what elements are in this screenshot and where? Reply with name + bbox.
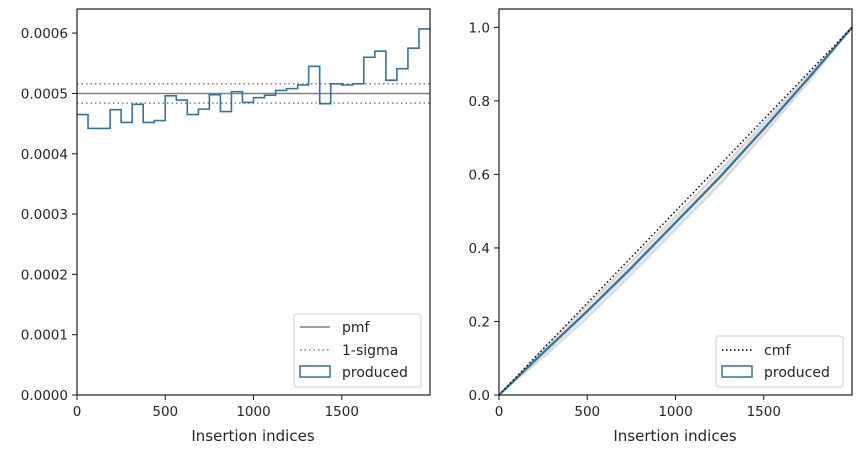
cmf-x-axis-label: Insertion indices bbox=[613, 427, 736, 445]
cmf-y-tick-label: 1.0 bbox=[469, 20, 490, 36]
faint-run-line bbox=[498, 27, 853, 396]
cmf-legend-produced-label: produced bbox=[764, 365, 830, 381]
cmf-legend-cmf-label: cmf bbox=[764, 343, 791, 359]
pmf-y-tick-label: 0.0006 bbox=[21, 26, 68, 42]
cmf-y-tick-label: 0.6 bbox=[469, 167, 490, 183]
pmf-y-tick-label: 0.0001 bbox=[21, 328, 68, 344]
pmf-histogram-panel: 0 500 1000 1500 0.0000 0.0001 0.0002 0.0003 0.00… bbox=[21, 8, 431, 445]
pmf-x-tick-label: 500 bbox=[152, 404, 178, 420]
pmf-y-tick-label: 0.0005 bbox=[21, 86, 68, 102]
pmf-legend-sigma-label: 1-sigma bbox=[342, 343, 398, 359]
cmf-y-tick-label: 0.2 bbox=[469, 314, 490, 330]
pmf-plot-marks bbox=[77, 28, 430, 130]
faint-run-line bbox=[498, 27, 853, 396]
faint-run-line bbox=[498, 27, 853, 396]
cmf-panel: 0 500 1000 1500 0.0 0.2 0.4 0.6 0.8 1.0 Insertion… bbox=[469, 8, 853, 445]
pmf-y-tick-label: 0.0003 bbox=[21, 207, 68, 223]
pmf-y-tick-label: 0.0000 bbox=[21, 388, 68, 404]
pmf-legend-pmf-label: pmf bbox=[342, 320, 371, 336]
produced-cumulative-line bbox=[498, 26, 853, 396]
pmf-x-tick-label: 0 bbox=[73, 404, 82, 420]
cmf-ticks: 0 500 1000 1500 0.0 0.2 0.4 0.6 0.8 1.0 bbox=[469, 20, 781, 420]
cmf-y-tick-label: 0.0 bbox=[469, 388, 490, 404]
cmf-x-tick-label: 0 bbox=[495, 404, 504, 420]
pmf-legend: pmf 1-sigma produced bbox=[293, 313, 422, 388]
pmf-legend-produced-label: produced bbox=[342, 365, 408, 381]
pmf-y-tick-label: 0.0004 bbox=[21, 147, 68, 163]
pmf-ticks: 0 500 1000 1500 0.0000 0.0001 0.0002 0.0003 0.00… bbox=[21, 26, 359, 420]
pmf-x-tick-label: 1000 bbox=[236, 404, 270, 420]
produced-step-line bbox=[77, 28, 430, 130]
cmf-x-tick-label: 1000 bbox=[658, 404, 692, 420]
pmf-y-tick-label: 0.0002 bbox=[21, 267, 68, 283]
cmf-y-tick-label: 0.4 bbox=[469, 241, 490, 257]
cmf-plot-marks bbox=[498, 26, 853, 396]
cmf-y-tick-label: 0.8 bbox=[469, 94, 490, 110]
pmf-legend-box bbox=[293, 313, 422, 388]
cmf-legend-box bbox=[715, 335, 844, 388]
pmf-x-axis-label: Insertion indices bbox=[191, 427, 314, 445]
cmf-x-tick-label: 500 bbox=[574, 404, 600, 420]
faint-run-line bbox=[498, 27, 853, 396]
cmf-reference-line bbox=[498, 26, 853, 396]
pmf-legend-produced-swatch bbox=[299, 365, 331, 378]
cmf-x-tick-label: 1500 bbox=[747, 404, 781, 420]
faint-run-line bbox=[498, 27, 853, 396]
pmf-x-tick-label: 1500 bbox=[325, 404, 359, 420]
cmf-legend: cmf produced bbox=[715, 335, 844, 388]
cmf-legend-produced-swatch bbox=[721, 365, 753, 378]
